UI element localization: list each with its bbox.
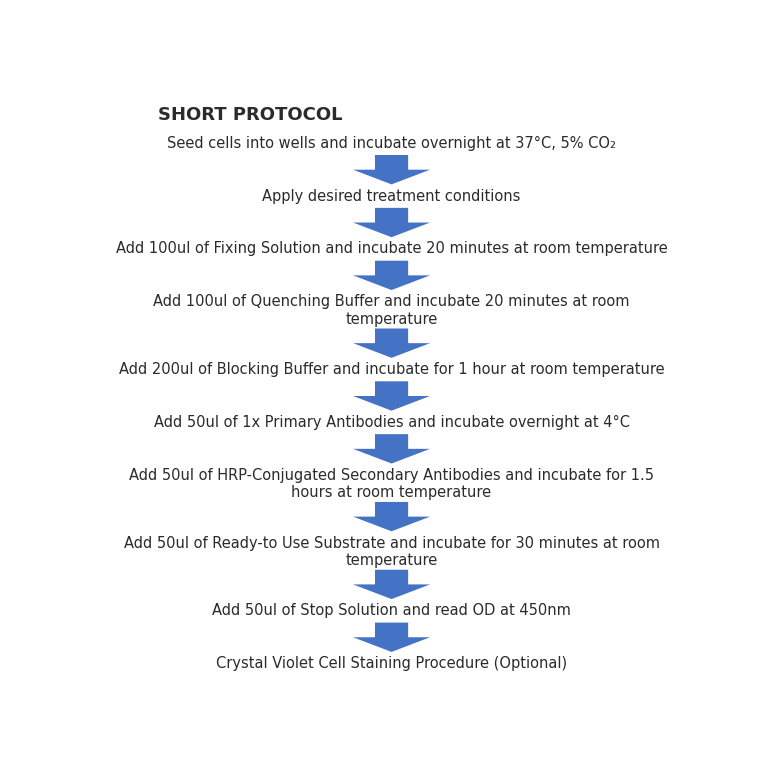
- Text: SHORT PROTOCOL: SHORT PROTOCOL: [157, 106, 342, 125]
- Polygon shape: [353, 261, 430, 290]
- Polygon shape: [353, 434, 430, 464]
- Text: Add 200ul of Blocking Buffer and incubate for 1 hour at room temperature: Add 200ul of Blocking Buffer and incubat…: [118, 362, 665, 377]
- Text: Seed cells into wells and incubate overnight at 37°C, 5% CO₂: Seed cells into wells and incubate overn…: [167, 136, 616, 151]
- Text: Add 50ul of Ready-to Use Substrate and incubate for 30 minutes at room
temperatu: Add 50ul of Ready-to Use Substrate and i…: [124, 536, 659, 568]
- Text: Add 100ul of Quenching Buffer and incubate 20 minutes at room
temperature: Add 100ul of Quenching Buffer and incuba…: [154, 294, 630, 327]
- Polygon shape: [353, 208, 430, 237]
- Polygon shape: [353, 155, 430, 184]
- Text: Add 50ul of HRP-Conjugated Secondary Antibodies and incubate for 1.5
hours at ro: Add 50ul of HRP-Conjugated Secondary Ant…: [129, 468, 654, 500]
- Text: Apply desired treatment conditions: Apply desired treatment conditions: [262, 189, 521, 204]
- Text: Add 50ul of Stop Solution and read OD at 450nm: Add 50ul of Stop Solution and read OD at…: [212, 604, 571, 618]
- Polygon shape: [353, 381, 430, 411]
- Text: Add 50ul of 1x Primary Antibodies and incubate overnight at 4°C: Add 50ul of 1x Primary Antibodies and in…: [154, 415, 630, 430]
- Text: Add 100ul of Fixing Solution and incubate 20 minutes at room temperature: Add 100ul of Fixing Solution and incubat…: [115, 241, 668, 257]
- Polygon shape: [353, 329, 430, 358]
- Polygon shape: [353, 623, 430, 652]
- Text: Crystal Violet Cell Staining Procedure (Optional): Crystal Violet Cell Staining Procedure (…: [216, 656, 567, 672]
- Polygon shape: [353, 570, 430, 599]
- Polygon shape: [353, 502, 430, 531]
